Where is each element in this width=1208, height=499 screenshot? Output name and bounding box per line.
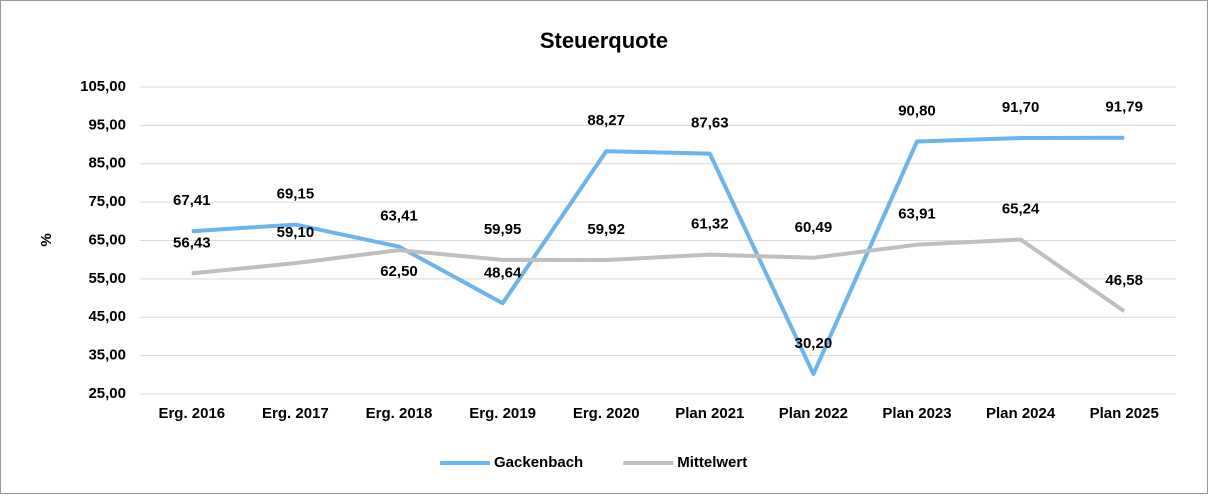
data-label: 56,43 (173, 234, 211, 251)
x-tick-label: Plan 2021 (675, 405, 744, 422)
chart-title: Steuerquote (540, 28, 668, 53)
data-label: 90,80 (898, 102, 936, 119)
x-tick-label: Plan 2023 (882, 405, 951, 422)
data-label: 59,10 (277, 224, 315, 241)
x-tick-label: Erg. 2016 (158, 405, 225, 422)
data-label: 61,32 (691, 216, 729, 233)
data-label: 67,41 (173, 192, 211, 209)
series-line (191, 135, 1125, 377)
legend-label: Mittelwert (677, 454, 747, 471)
y-tick-label: 45,00 (88, 308, 126, 325)
y-tick-label: 75,00 (88, 193, 126, 210)
x-tick-label: Plan 2024 (986, 405, 1056, 422)
data-label: 63,91 (898, 206, 936, 223)
y-tick-label: 55,00 (88, 270, 126, 287)
data-label: 88,27 (587, 112, 625, 129)
y-tick-label: 95,00 (88, 116, 126, 133)
y-tick-label: 85,00 (88, 155, 126, 172)
data-label: 59,95 (484, 221, 522, 238)
data-label: 62,50 (380, 263, 418, 280)
x-tick-label: Plan 2025 (1090, 405, 1159, 422)
data-label: 91,70 (1002, 99, 1040, 116)
x-tick-label: Erg. 2018 (366, 405, 433, 422)
data-label: 48,64 (484, 264, 522, 281)
data-label: 46,58 (1105, 272, 1143, 289)
data-label: 60,49 (795, 219, 833, 236)
y-axis-label: % (38, 233, 55, 246)
y-tick-label: 105,00 (80, 78, 126, 95)
data-label: 65,24 (1002, 201, 1040, 218)
x-tick-label: Plan 2022 (779, 405, 848, 422)
y-tick-label: 35,00 (88, 347, 126, 364)
x-tick-label: Erg. 2020 (573, 405, 640, 422)
data-label: 59,92 (587, 221, 625, 238)
data-label: 91,79 (1105, 99, 1143, 116)
legend-label: Gackenbach (494, 454, 583, 471)
data-label: 63,41 (380, 208, 418, 225)
y-tick-label: 25,00 (88, 385, 126, 402)
data-label: 69,15 (277, 186, 315, 203)
data-label: 30,20 (795, 335, 833, 352)
x-tick-label: Erg. 2019 (469, 405, 536, 422)
y-tick-label: 65,00 (88, 231, 126, 248)
series-line (191, 237, 1126, 313)
data-label: 87,63 (691, 115, 729, 132)
x-tick-label: Erg. 2017 (262, 405, 329, 422)
